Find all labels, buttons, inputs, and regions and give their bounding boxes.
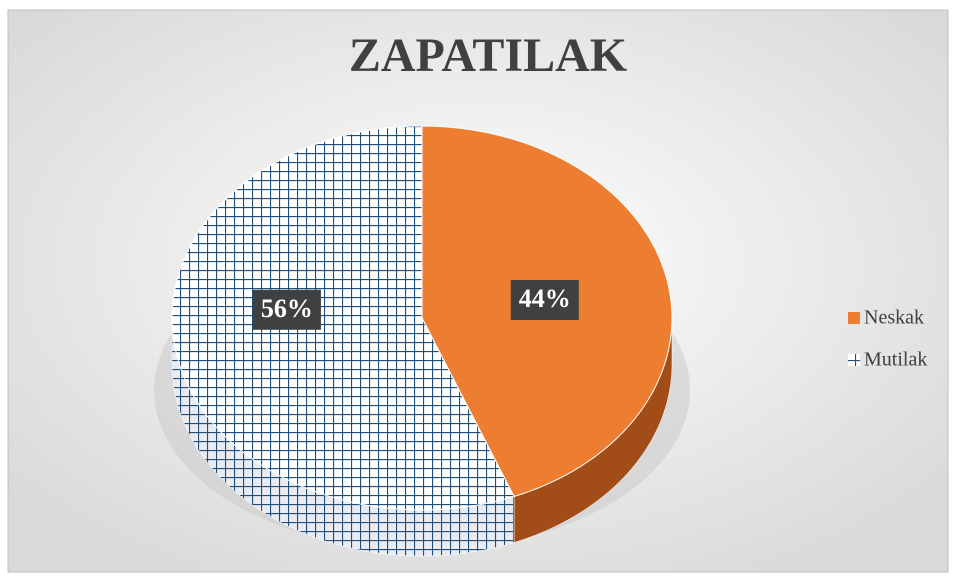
data-label-text: 56% <box>261 294 313 323</box>
data-label: 44% <box>510 280 579 321</box>
slice <box>171 125 515 511</box>
legend-swatch <box>848 312 860 324</box>
legend-label: Neskak <box>864 307 924 329</box>
legend-label: Mutilak <box>864 349 927 371</box>
data-label-text: 44% <box>519 284 571 313</box>
data-label: 56% <box>252 289 321 330</box>
legend-swatch <box>848 354 860 366</box>
data-label-box <box>252 289 321 330</box>
chart-title: ZAPATILAK <box>349 29 627 82</box>
data-label-box <box>510 280 579 321</box>
